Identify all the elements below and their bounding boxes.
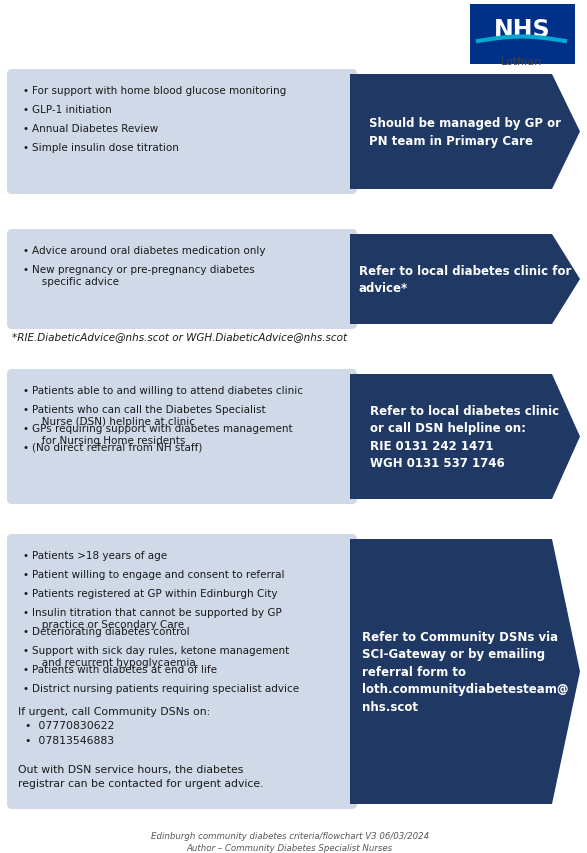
- Text: Advice around oral diabetes medication only: Advice around oral diabetes medication o…: [32, 246, 265, 256]
- Text: •: •: [22, 404, 28, 415]
- Text: •: •: [22, 683, 28, 693]
- Text: •: •: [22, 386, 28, 396]
- Text: Refer to local diabetes clinic
or call DSN helpline on:
RIE 0131 242 1471
WGH 01: Refer to local diabetes clinic or call D…: [370, 404, 559, 470]
- Text: Edinburgh community diabetes criteria/flowchart V3 06/03/2024
Author – Community: Edinburgh community diabetes criteria/fl…: [151, 831, 429, 853]
- Text: •: •: [22, 645, 28, 655]
- Text: •: •: [22, 626, 28, 636]
- Text: Patients able to and willing to attend diabetes clinic: Patients able to and willing to attend d…: [32, 386, 303, 396]
- Text: Refer to local diabetes clinic for
advice*: Refer to local diabetes clinic for advic…: [359, 264, 571, 295]
- FancyBboxPatch shape: [470, 5, 575, 65]
- Text: Patient willing to engage and consent to referral: Patient willing to engage and consent to…: [32, 569, 285, 579]
- Text: *RIE.DiabeticAdvice@nhs.scot or WGH.DiabeticAdvice@nhs.scot: *RIE.DiabeticAdvice@nhs.scot or WGH.Diab…: [12, 332, 347, 341]
- Text: •: •: [22, 443, 28, 452]
- Text: GLP-1 initiation: GLP-1 initiation: [32, 105, 112, 115]
- Text: Insulin titration that cannot be supported by GP
   practice or Secondary Care: Insulin titration that cannot be support…: [32, 607, 282, 630]
- Text: Patients >18 years of age: Patients >18 years of age: [32, 550, 167, 560]
- Text: Refer to Community DSNs via
SCI-Gateway or by emailing
referral form to
loth.com: Refer to Community DSNs via SCI-Gateway …: [362, 630, 568, 713]
- Text: New pregnancy or pre-pregnancy diabetes
   specific advice: New pregnancy or pre-pregnancy diabetes …: [32, 264, 255, 287]
- Text: Support with sick day rules, ketone management
   and recurrent hypoglycaemia: Support with sick day rules, ketone mana…: [32, 645, 289, 667]
- Polygon shape: [350, 539, 580, 804]
- Text: •: •: [22, 264, 28, 275]
- Text: Annual Diabetes Review: Annual Diabetes Review: [32, 124, 158, 134]
- Text: •: •: [22, 569, 28, 579]
- FancyBboxPatch shape: [7, 70, 357, 194]
- Text: GPs requiring support with diabetes management
   for Nursing Home residents: GPs requiring support with diabetes mana…: [32, 423, 293, 445]
- Text: Deteriorating diabetes control: Deteriorating diabetes control: [32, 626, 190, 636]
- Polygon shape: [350, 235, 580, 325]
- Text: •: •: [22, 142, 28, 153]
- Text: •: •: [22, 86, 28, 96]
- Polygon shape: [350, 374, 580, 499]
- Text: •: •: [22, 664, 28, 674]
- Text: •: •: [22, 423, 28, 433]
- Text: For support with home blood glucose monitoring: For support with home blood glucose moni…: [32, 86, 286, 96]
- Text: •: •: [22, 246, 28, 256]
- FancyBboxPatch shape: [7, 534, 357, 809]
- Text: •: •: [22, 607, 28, 618]
- FancyBboxPatch shape: [7, 229, 357, 329]
- Text: NHS: NHS: [494, 18, 551, 42]
- Text: •: •: [22, 124, 28, 134]
- Text: District nursing patients requiring specialist advice: District nursing patients requiring spec…: [32, 683, 299, 693]
- Text: Patients who can call the Diabetes Specialist
   Nurse (DSN) helpline at clinic: Patients who can call the Diabetes Speci…: [32, 404, 266, 426]
- Text: Lothian: Lothian: [501, 57, 543, 67]
- Text: Simple insulin dose titration: Simple insulin dose titration: [32, 142, 179, 153]
- Text: If urgent, call Community DSNs on:
  •  07770830622
  •  07813546883

Out with D: If urgent, call Community DSNs on: • 077…: [18, 706, 264, 788]
- Text: (No direct referral from NH staff): (No direct referral from NH staff): [32, 443, 203, 452]
- Text: •: •: [22, 105, 28, 115]
- Text: Patients registered at GP within Edinburgh City: Patients registered at GP within Edinbur…: [32, 589, 278, 598]
- Polygon shape: [350, 75, 580, 189]
- Text: •: •: [22, 589, 28, 598]
- Text: Patients with diabetes at end of life: Patients with diabetes at end of life: [32, 664, 217, 674]
- FancyBboxPatch shape: [7, 369, 357, 504]
- Text: Should be managed by GP or
PN team in Primary Care: Should be managed by GP or PN team in Pr…: [369, 117, 561, 148]
- Text: •: •: [22, 550, 28, 560]
